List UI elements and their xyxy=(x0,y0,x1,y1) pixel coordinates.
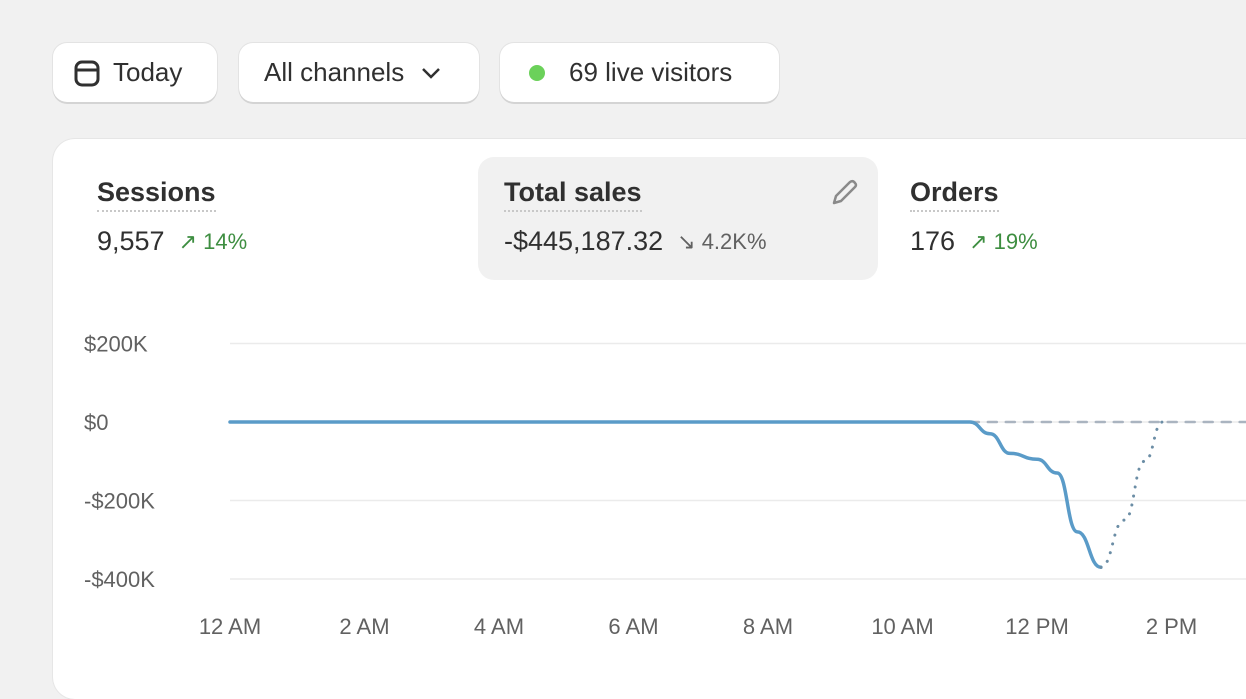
y-tick-label: $200K xyxy=(84,332,148,357)
metric-sessions[interactable]: Sessions 9,557 ↗ 14% xyxy=(71,157,471,280)
analytics-card: Sessions 9,557 ↗ 14% Total sales -$445,18… xyxy=(53,139,1246,699)
y-tick-label: -$400K xyxy=(84,567,155,592)
metric-orders[interactable]: Orders 176 ↗ 19% xyxy=(884,157,1244,280)
date-range-label: Today xyxy=(113,57,183,87)
metric-value: 176 xyxy=(910,226,956,256)
metric-total-sales[interactable]: Total sales -$445,187.32 ↘ 4.2K% xyxy=(478,157,878,280)
x-tick-label: 6 AM xyxy=(608,614,658,639)
metric-value: -$445,187.32 xyxy=(504,226,664,256)
metric-change: ↘ 4.2K% xyxy=(677,228,767,254)
x-tick-label: 2 AM xyxy=(339,614,389,639)
x-tick-label: 12 AM xyxy=(199,614,261,639)
x-tick-label: 4 AM xyxy=(474,614,524,639)
metric-label: Orders xyxy=(910,177,999,212)
x-tick-label: 12 PM xyxy=(1005,614,1069,639)
live-visitors-button[interactable]: 69 live visitors xyxy=(500,43,779,102)
channel-label: All channels xyxy=(264,57,405,87)
live-visitors-label: 69 live visitors xyxy=(569,57,733,87)
chevron-down-icon xyxy=(422,67,441,79)
y-tick-label: -$200K xyxy=(84,489,155,514)
series-line-projected xyxy=(1099,420,1165,569)
metric-value: 9,557 xyxy=(97,226,165,256)
live-status-dot xyxy=(529,64,545,81)
date-range-button[interactable]: Today xyxy=(53,43,217,102)
metric-label: Total sales xyxy=(504,177,642,212)
x-tick-label: 8 AM xyxy=(743,614,793,639)
metric-change: ↗ 14% xyxy=(178,228,248,254)
x-tick-label: 2 PM xyxy=(1146,614,1197,639)
metric-label: Sessions xyxy=(97,177,216,212)
series-line-today xyxy=(228,420,1103,569)
metric-change: ↗ 19% xyxy=(969,228,1038,254)
y-tick-label: $0 xyxy=(84,410,108,435)
sales-line-chart: $200K $0 -$200K -$400K 12 AM 2 AM 4 AM 6 AM 8 AM… xyxy=(84,332,1246,639)
channel-select[interactable]: All channels xyxy=(239,43,479,102)
edit-pencil-icon[interactable] xyxy=(828,177,860,209)
calendar-icon xyxy=(74,60,100,86)
x-tick-label: 10 AM xyxy=(871,614,933,639)
